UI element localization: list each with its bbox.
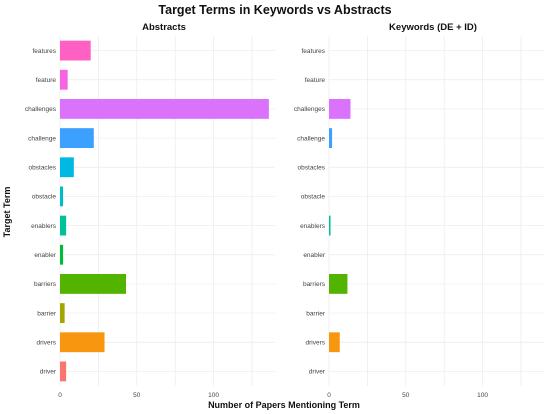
bar-challenges — [329, 99, 351, 119]
x-axis-title: Number of Papers Mentioning Term — [208, 400, 360, 410]
x-tick-label: 100 — [208, 392, 219, 399]
y-tick-label: barrier — [37, 310, 57, 317]
bar-obstacles — [60, 157, 74, 178]
y-tick-label: barriers — [34, 281, 57, 288]
panel-keywords: 0 50 100 features feature challenges challenge… — [294, 36, 544, 399]
y-tick-label: barrier — [306, 310, 326, 317]
x-tick-label: 0 — [58, 392, 62, 399]
bar-enablers — [329, 215, 331, 236]
y-tick-label: drivers — [36, 340, 56, 347]
bar-feature — [60, 69, 68, 90]
y-tick-label: feature — [36, 77, 57, 84]
y-tick-label: features — [33, 48, 57, 55]
bar-challenges — [60, 99, 269, 119]
y-tick-label: drivers — [305, 340, 325, 347]
bar-obstacle — [60, 186, 64, 207]
y-tick-label: obstacles — [298, 165, 326, 172]
y-tick-label: feature — [305, 77, 326, 84]
bar-barriers — [60, 274, 127, 294]
x-tick-label: 50 — [133, 392, 141, 399]
y-tick-label: challenges — [25, 106, 57, 113]
bar-barriers — [329, 274, 348, 294]
y-tick-label: driver — [309, 369, 326, 376]
bar-challenge — [329, 128, 333, 148]
panel-abstracts: 0 50 100 features feature challenges challenge… — [25, 36, 275, 399]
chart-title: Target Terms in Keywords vs Abstracts — [158, 3, 391, 17]
bar-enabler — [60, 244, 64, 265]
panel-title-abstracts: Abstracts — [142, 22, 186, 33]
bar-barrier — [60, 303, 65, 323]
bar-driver — [60, 361, 67, 382]
y-tick-label: obstacle — [301, 194, 326, 201]
y-tick-label: features — [302, 48, 326, 55]
bar-enablers — [60, 215, 67, 236]
x-tick-label: 100 — [477, 392, 488, 399]
y-tick-label: enabler — [34, 252, 57, 259]
bar-drivers — [329, 332, 340, 353]
y-tick-label: enabler — [303, 252, 326, 259]
y-tick-label: challenge — [28, 135, 56, 142]
y-tick-label: barriers — [303, 281, 326, 288]
y-tick-label: enablers — [31, 223, 57, 230]
x-tick-label: 50 — [402, 392, 410, 399]
x-tick-label: 0 — [327, 392, 331, 399]
bar-drivers — [60, 332, 105, 353]
y-tick-label: enablers — [300, 223, 326, 230]
y-tick-label: obstacle — [32, 194, 57, 201]
panel-title-keywords: Keywords (DE + ID) — [389, 22, 477, 33]
y-axis-title: Target Term — [2, 187, 12, 238]
bar-features — [60, 40, 91, 61]
bar-challenge — [60, 128, 94, 148]
y-tick-label: challenge — [297, 135, 325, 142]
y-tick-label: obstacles — [29, 165, 57, 172]
y-tick-label: challenges — [294, 106, 326, 113]
y-tick-label: driver — [40, 369, 57, 376]
